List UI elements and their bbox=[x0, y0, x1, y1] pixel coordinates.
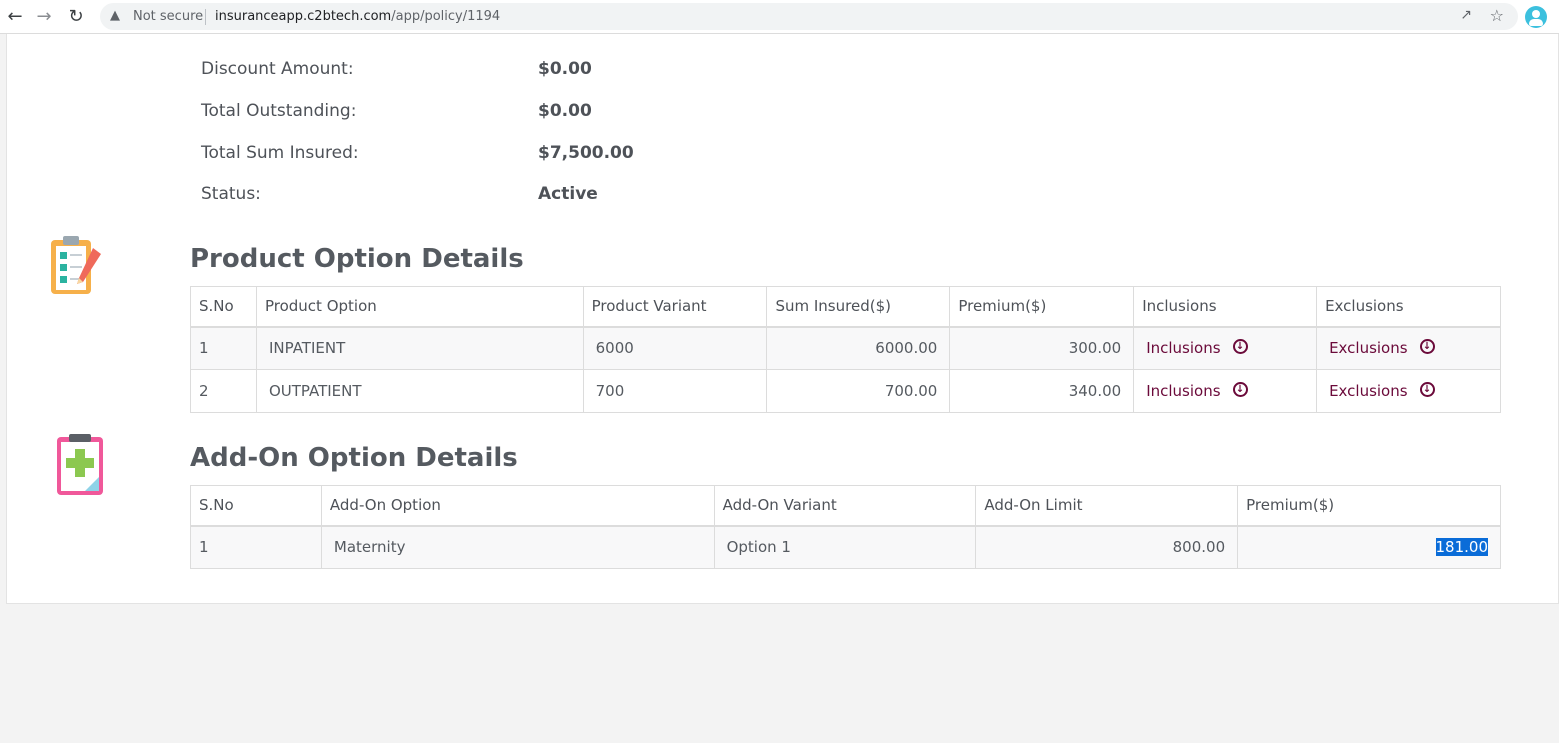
exclusions-link[interactable]: Exclusions bbox=[1329, 382, 1408, 400]
product-option-title: Product Option Details bbox=[190, 244, 524, 274]
summary-total-outstanding: Total Outstanding: $0.00 bbox=[201, 101, 801, 125]
url-text[interactable]: insuranceapp.c2btech.com/app/policy/1194 bbox=[215, 9, 500, 24]
cell-sno: 1 bbox=[190, 326, 257, 370]
url-path: /app/policy/1194 bbox=[391, 9, 501, 24]
cell-addon-premium: 181.00 bbox=[1237, 525, 1501, 569]
cell-premium: 340.00 bbox=[949, 369, 1135, 413]
column-header: S.No bbox=[190, 286, 257, 328]
summary-label: Discount Amount: bbox=[201, 59, 354, 79]
policy-card: Discount Amount: $0.00 Total Outstanding… bbox=[6, 34, 1559, 604]
inclusions-link[interactable]: Inclusions bbox=[1146, 339, 1221, 358]
checklist-clipboard-icon bbox=[51, 236, 101, 294]
summary-value: $0.00 bbox=[538, 59, 592, 79]
column-header: Product Variant bbox=[582, 286, 768, 328]
address-bar[interactable]: ▲ Not secure insuranceapp.c2btech.com/ap… bbox=[100, 3, 1518, 30]
addon-option-title: Add-On Option Details bbox=[190, 443, 518, 473]
column-header: Inclusions bbox=[1133, 286, 1318, 328]
exclusions-link[interactable]: Exclusions bbox=[1329, 339, 1408, 358]
column-header: S.No bbox=[190, 485, 322, 527]
cell-product-variant: 700 bbox=[582, 369, 768, 413]
product-option-table: S.No Product Option Product Variant Sum … bbox=[190, 286, 1501, 413]
inclusions-link[interactable]: Inclusions bbox=[1146, 382, 1221, 400]
cell-product-option: INPATIENT bbox=[255, 326, 584, 370]
selected-premium-text: 181.00 bbox=[1435, 538, 1488, 557]
summary-status: Status: Active bbox=[201, 184, 801, 208]
column-header: Add-On Variant bbox=[713, 485, 977, 527]
cell-sno: 1 bbox=[190, 525, 322, 569]
cell-product-variant: 6000 bbox=[582, 326, 768, 370]
addon-option-table: S.No Add-On Option Add-On Variant Add-On… bbox=[190, 485, 1501, 569]
address-separator bbox=[205, 9, 206, 25]
cell-sno: 2 bbox=[190, 369, 257, 413]
medical-clipboard-icon bbox=[57, 434, 103, 495]
table-row: 2 OUTPATIENT 700 700.00 340.00 Inclusion… bbox=[190, 369, 1501, 413]
cell-premium: 300.00 bbox=[949, 326, 1135, 370]
cell-addon-option: Maternity bbox=[320, 525, 715, 569]
column-header: Premium($) bbox=[1237, 485, 1501, 527]
cell-exclusions: Exclusions ↓ bbox=[1316, 326, 1501, 370]
download-circle-icon[interactable]: ↓ bbox=[1419, 339, 1435, 355]
summary-label: Total Outstanding: bbox=[201, 101, 357, 121]
summary-value: Active bbox=[538, 184, 598, 204]
summary-value: $0.00 bbox=[538, 101, 592, 121]
cell-sum-insured: 700.00 bbox=[766, 369, 951, 413]
security-label[interactable]: Not secure bbox=[133, 9, 204, 24]
summary-total-sum-insured: Total Sum Insured: $7,500.00 bbox=[201, 143, 801, 167]
table-row: 1 Maternity Option 1 800.00 181.00 bbox=[190, 525, 1501, 569]
column-header: Product Option bbox=[255, 286, 584, 328]
table-row: 1 INPATIENT 6000 6000.00 300.00 Inclusio… bbox=[190, 326, 1501, 370]
forward-arrow-icon[interactable]: → bbox=[36, 6, 52, 27]
bookmark-star-icon[interactable]: ☆ bbox=[1489, 6, 1504, 25]
summary-discount-amount: Discount Amount: $0.00 bbox=[201, 59, 801, 83]
cell-exclusions: Exclusions ↓ bbox=[1316, 369, 1501, 413]
column-header: Exclusions bbox=[1316, 286, 1501, 328]
cell-inclusions: Inclusions ↓ bbox=[1133, 326, 1318, 370]
summary-label: Status: bbox=[201, 184, 261, 204]
download-circle-icon[interactable]: ↓ bbox=[1232, 382, 1248, 397]
table-header-row: S.No Product Option Product Variant Sum … bbox=[190, 286, 1501, 328]
summary-value: $7,500.00 bbox=[538, 143, 634, 163]
cell-addon-variant: Option 1 bbox=[713, 525, 977, 569]
cell-addon-limit: 800.00 bbox=[975, 525, 1239, 569]
download-circle-icon[interactable]: ↓ bbox=[1232, 339, 1248, 355]
cell-sum-insured: 6000.00 bbox=[766, 326, 951, 370]
profile-avatar-icon[interactable] bbox=[1525, 6, 1547, 28]
cell-inclusions: Inclusions ↓ bbox=[1133, 369, 1318, 413]
column-header: Add-On Limit bbox=[975, 485, 1239, 527]
reload-icon[interactable]: ↻ bbox=[68, 6, 84, 27]
column-header: Sum Insured($) bbox=[766, 286, 951, 328]
cell-product-option: OUTPATIENT bbox=[255, 369, 584, 413]
browser-toolbar: ← → ↻ ▲ Not secure insuranceapp.c2btech.… bbox=[0, 0, 1559, 34]
download-circle-icon[interactable]: ↓ bbox=[1419, 382, 1435, 397]
table-header-row: S.No Add-On Option Add-On Variant Add-On… bbox=[190, 485, 1501, 527]
share-icon[interactable]: ↗ bbox=[1460, 7, 1472, 23]
column-header: Add-On Option bbox=[320, 485, 715, 527]
column-header: Premium($) bbox=[949, 286, 1135, 328]
back-arrow-icon[interactable]: ← bbox=[7, 6, 23, 27]
url-host: insuranceapp.c2btech.com bbox=[215, 9, 392, 24]
summary-label: Total Sum Insured: bbox=[201, 143, 359, 163]
warning-icon[interactable]: ▲ bbox=[110, 8, 120, 23]
